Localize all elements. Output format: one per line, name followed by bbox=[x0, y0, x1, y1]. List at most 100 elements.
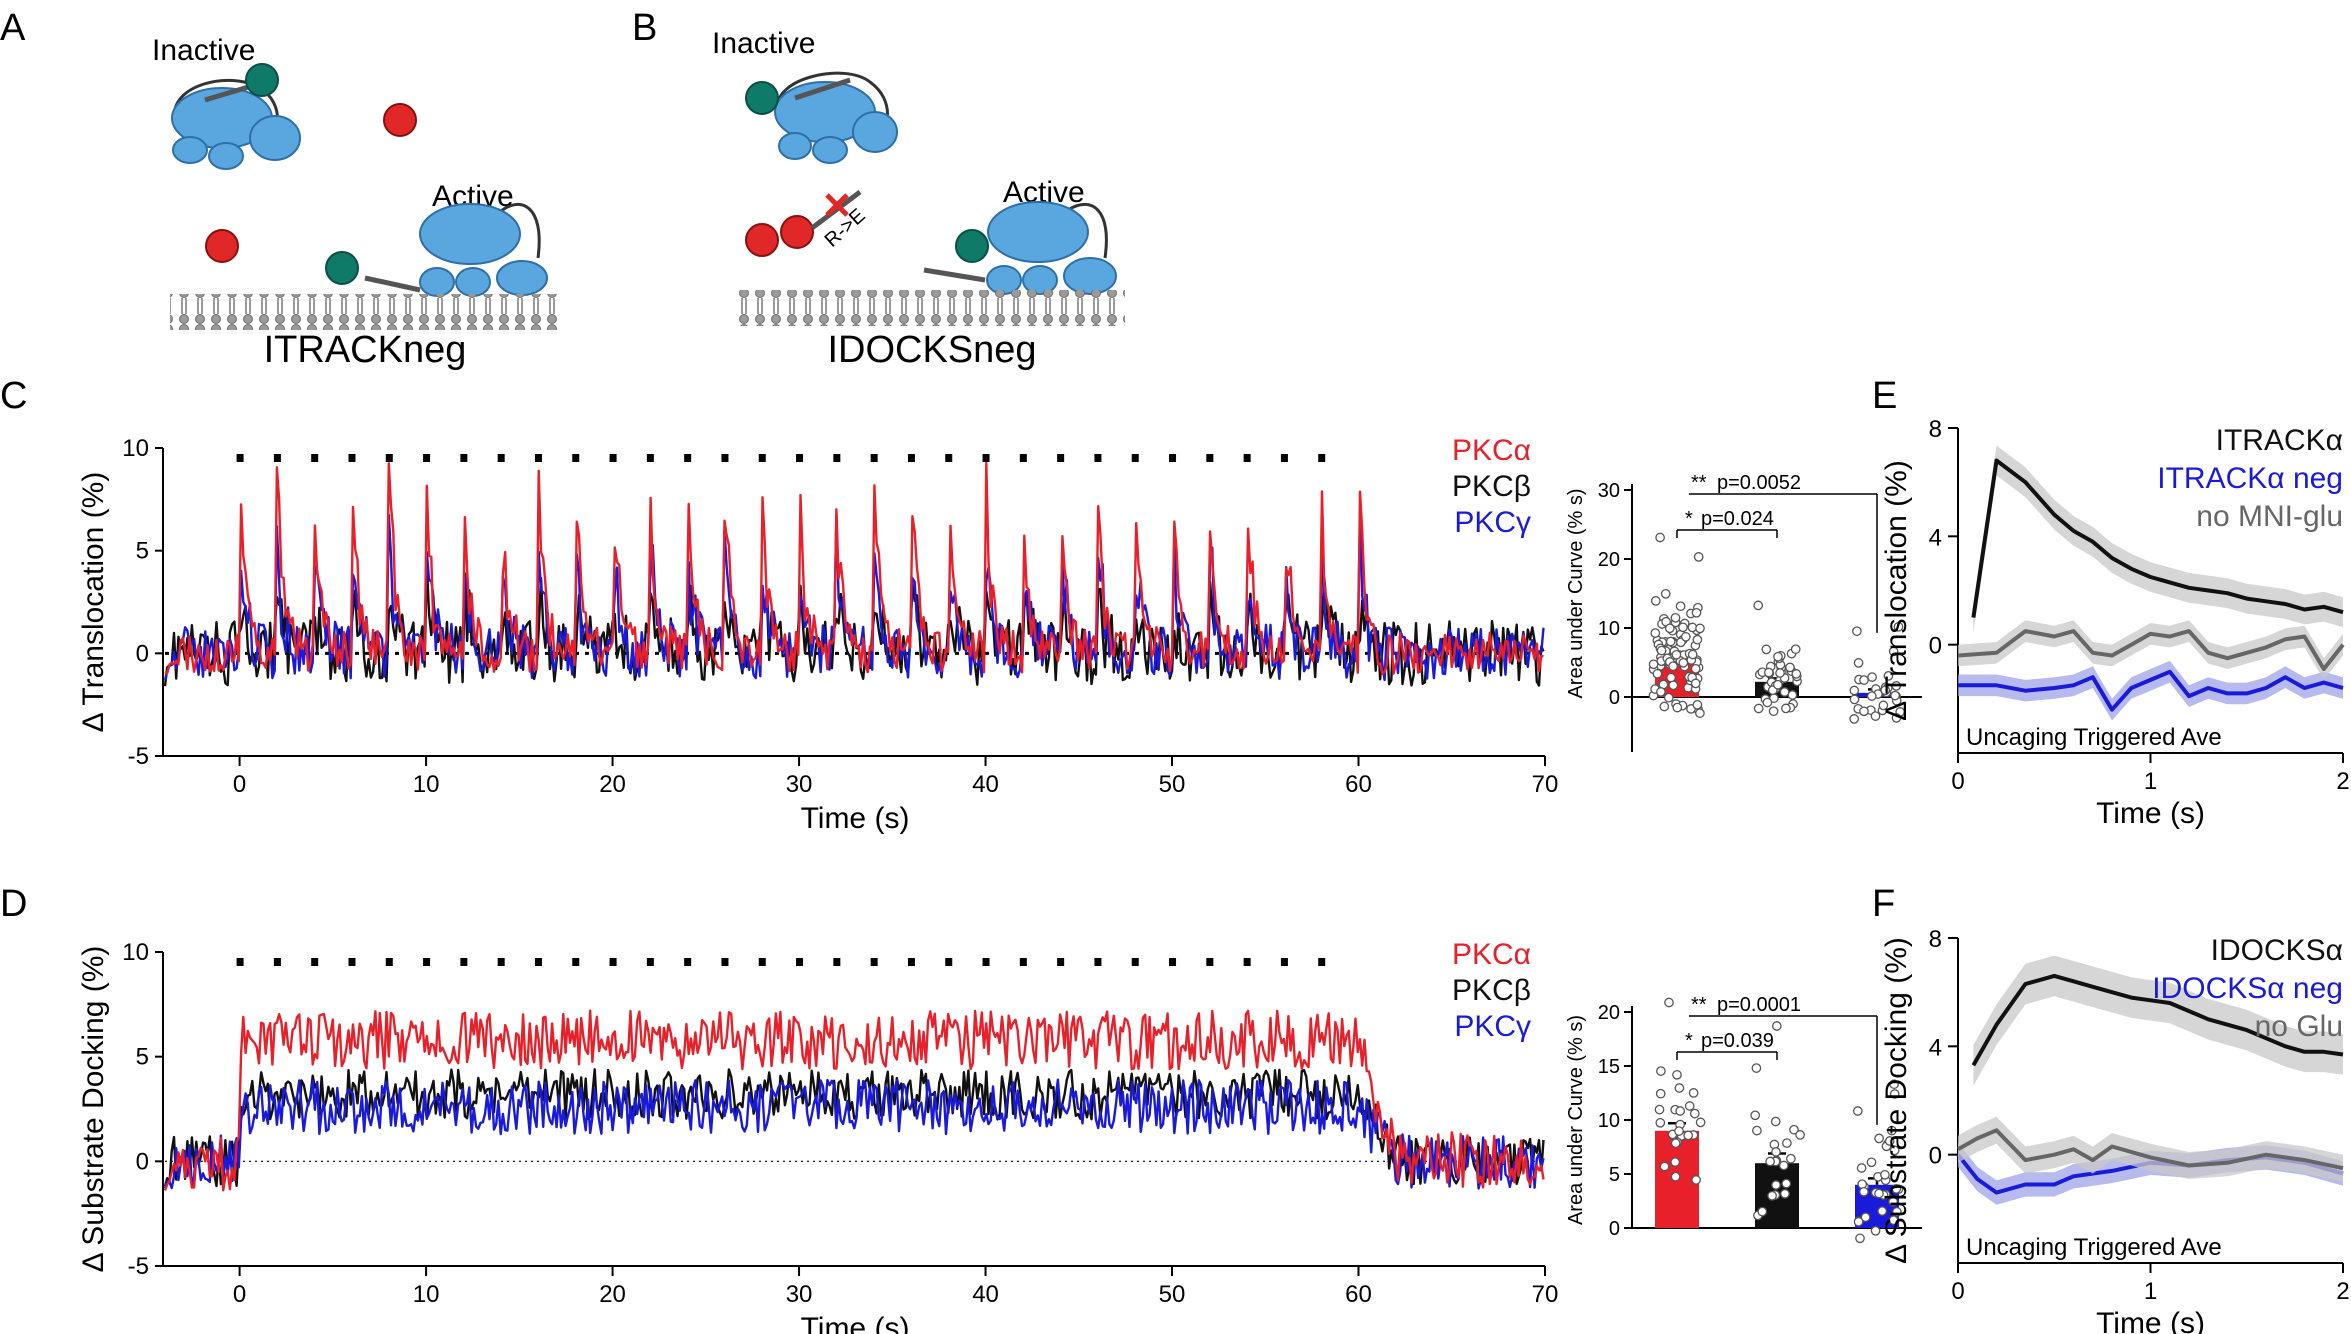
uncaging-mark bbox=[833, 958, 841, 966]
x-tick-label: 30 bbox=[786, 771, 813, 798]
data-point bbox=[1779, 687, 1790, 697]
legend-entry: IDOCKSα neg bbox=[2152, 972, 2343, 1005]
data-point bbox=[1781, 703, 1791, 714]
uncaging-mark bbox=[423, 454, 431, 462]
data-point bbox=[1678, 657, 1689, 668]
data-point bbox=[1695, 708, 1705, 719]
y-axis-label: Area under Curve (% s) bbox=[1565, 488, 1587, 698]
y-tick-label: 8 bbox=[1929, 416, 1942, 443]
significance-stars: * bbox=[1685, 508, 1693, 530]
data-point bbox=[1668, 661, 1678, 672]
data-point bbox=[1689, 1108, 1700, 1119]
annotation-label: Uncaging Triggered Ave bbox=[1966, 1234, 2222, 1261]
y-tick-label: 10 bbox=[122, 939, 149, 966]
x-tick-label: 1 bbox=[2144, 768, 2157, 795]
uncaging-mark bbox=[945, 958, 953, 966]
data-point bbox=[1878, 700, 1889, 711]
sem-band bbox=[1958, 1116, 2343, 1182]
panel-a-caption: ITRACKneg bbox=[264, 329, 467, 371]
uncaging-mark bbox=[796, 454, 804, 462]
uncaging-mark bbox=[1280, 454, 1288, 462]
uncaging-mark bbox=[758, 958, 766, 966]
significance-stars: ** bbox=[1691, 994, 1707, 1016]
uncaging-mark bbox=[1169, 958, 1177, 966]
legend-entry: PKCγ bbox=[1454, 506, 1531, 539]
panel-b: B Inactive R->E Active bbox=[632, 7, 1125, 371]
uncaging-mark bbox=[497, 958, 505, 966]
y-tick-label: 8 bbox=[1929, 926, 1942, 953]
y-tick-label: 10 bbox=[1598, 1110, 1620, 1132]
data-point bbox=[1888, 646, 1899, 657]
data-point bbox=[1771, 1147, 1781, 1157]
x-tick-label: 70 bbox=[1532, 1281, 1559, 1308]
data-point bbox=[1692, 634, 1703, 645]
x-tick-label: 30 bbox=[786, 1281, 813, 1308]
data-point bbox=[1874, 1133, 1884, 1144]
data-point bbox=[1889, 1089, 1900, 1099]
data-point bbox=[1652, 668, 1663, 679]
data-point bbox=[1773, 651, 1783, 662]
panel-a-label: A bbox=[0, 7, 26, 49]
y-axis-label: Δ Substrate Docking (%) bbox=[77, 946, 110, 1273]
membrane bbox=[170, 294, 560, 330]
data-point bbox=[1856, 1163, 1867, 1173]
panel-d-docking-trace-chart: -5 0 5 10 0 10 20 30 40 50 60 70 Time (s) Δ Substrate… bbox=[77, 938, 1558, 1334]
data-point bbox=[1656, 687, 1666, 697]
data-point bbox=[1659, 1161, 1670, 1172]
mutation-cross-icon bbox=[825, 193, 849, 217]
data-point bbox=[1670, 612, 1681, 623]
data-point bbox=[1893, 621, 1904, 632]
uncaging-mark bbox=[758, 454, 766, 462]
active-kinase-b bbox=[923, 201, 1117, 295]
uncaging-mark bbox=[1019, 958, 1027, 966]
uncaging-mark bbox=[385, 454, 393, 462]
data-point bbox=[1650, 628, 1661, 638]
data-point bbox=[1690, 678, 1701, 689]
panel-c-auc-bar-chart: 0 10 20 30 Area under Curve (% s) * p=0.024 ** p… bbox=[1565, 472, 1922, 752]
y-tick-label: 15 bbox=[1598, 1056, 1620, 1078]
x-axis-label: Time (s) bbox=[2096, 1307, 2205, 1334]
y-axis-label: Δ Translocation (%) bbox=[1880, 460, 1913, 721]
uncaging-mark bbox=[646, 958, 654, 966]
panel-f-triggered-average-chart: 0 4 8 0 1 2 Time (s) Δ Substrate Docking (%) IDO… bbox=[1880, 926, 2350, 1334]
panel-f-label: F bbox=[1872, 883, 1895, 925]
data-point bbox=[1853, 1216, 1864, 1227]
uncaging-mark bbox=[684, 454, 692, 462]
uncaging-mark bbox=[236, 958, 244, 966]
panel-c-translocation-trace-chart: -5 0 5 10 0 10 20 30 40 50 60 70 Time (s) Δ Transloca… bbox=[77, 434, 1558, 835]
x-tick-label: 40 bbox=[972, 1281, 999, 1308]
data-point bbox=[1780, 1188, 1790, 1199]
data-point bbox=[1675, 1106, 1686, 1116]
data-point bbox=[1877, 1206, 1888, 1216]
x-tick-label: 20 bbox=[599, 1281, 626, 1308]
average-line bbox=[1957, 1128, 2344, 1171]
x-tick-label: 2 bbox=[2336, 1278, 2349, 1305]
sem-band bbox=[1973, 955, 2343, 1086]
data-point bbox=[1656, 645, 1667, 656]
uncaging-mark bbox=[833, 454, 841, 462]
y-tick-label: -5 bbox=[128, 1253, 149, 1280]
legend-entry: PKCγ bbox=[1454, 1010, 1531, 1043]
x-tick-label: 0 bbox=[1951, 1278, 1964, 1305]
uncaging-mark bbox=[236, 454, 244, 462]
data-point bbox=[1674, 1126, 1684, 1136]
y-tick-label: 4 bbox=[1929, 524, 1942, 551]
legend-entry: PKCα bbox=[1452, 938, 1531, 971]
data-point bbox=[1765, 1156, 1775, 1167]
data-point bbox=[1762, 697, 1773, 708]
data-point bbox=[1670, 1138, 1681, 1149]
uncaging-mark bbox=[348, 454, 356, 462]
y-tick-label: 0 bbox=[136, 1148, 149, 1175]
data-point bbox=[1768, 706, 1779, 717]
data-point bbox=[1691, 1175, 1701, 1185]
data-point bbox=[1786, 1153, 1796, 1164]
p-value-label: p=0.0001 bbox=[1717, 994, 1801, 1016]
data-point bbox=[1648, 659, 1659, 670]
data-point bbox=[1654, 1104, 1665, 1115]
data-point bbox=[1785, 662, 1795, 673]
data-point bbox=[1688, 1088, 1699, 1098]
data-point bbox=[1687, 649, 1698, 660]
x-tick-label: 10 bbox=[413, 1281, 440, 1308]
uncaging-mark bbox=[721, 454, 729, 462]
